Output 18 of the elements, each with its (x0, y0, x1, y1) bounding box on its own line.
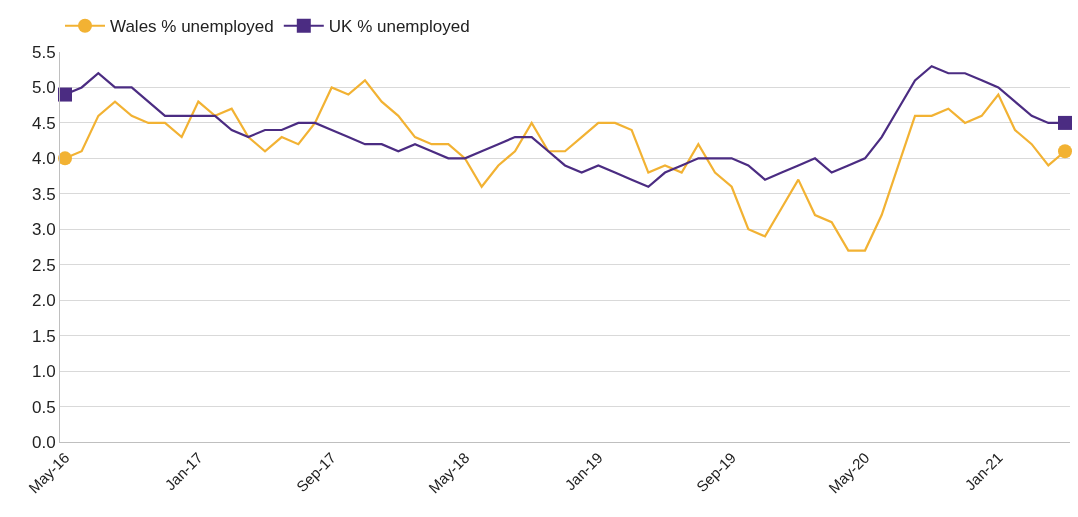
legend-label: Wales % unemployed (110, 17, 274, 37)
point (1058, 115, 1072, 130)
y-tick-label: 5.5 (31, 42, 56, 62)
y-tick-label: 5.0 (31, 78, 56, 98)
y-tick-label: 1.0 (31, 362, 56, 382)
y-tick-label: 2.5 (31, 255, 56, 275)
point (1058, 144, 1072, 159)
y-tick-label: 4.0 (31, 149, 56, 169)
y-tick-label: 2.0 (31, 291, 56, 311)
y-tick-label: 1.5 (31, 326, 56, 346)
y-tick-label: 3.5 (31, 184, 56, 204)
point (58, 151, 72, 166)
legend-label: UK % unemployed (328, 17, 470, 37)
y-tick-label: 0.5 (31, 397, 56, 417)
point (58, 87, 72, 102)
y-tick-label: 4.5 (31, 113, 56, 133)
y-tick-label: 3.0 (31, 220, 56, 240)
y-tick-label: 0.0 (31, 432, 56, 452)
